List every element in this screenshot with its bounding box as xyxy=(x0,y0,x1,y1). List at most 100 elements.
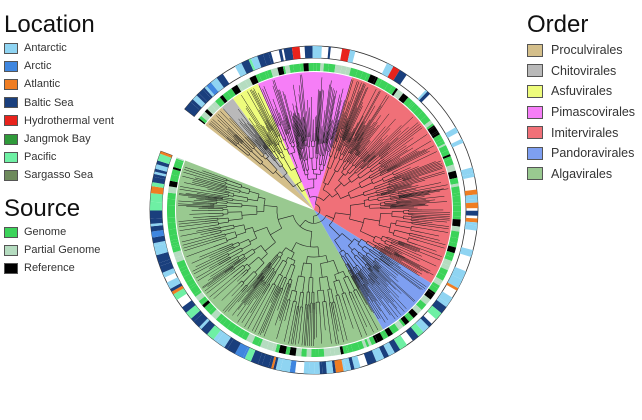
tree-branch xyxy=(235,133,244,142)
tree-branch xyxy=(364,218,380,222)
tree-branch xyxy=(241,286,248,293)
tree-branch xyxy=(207,197,223,200)
tree-branch xyxy=(326,138,329,145)
tree-branch xyxy=(367,252,376,260)
tree-branch xyxy=(286,128,289,134)
location-ring-segment xyxy=(150,222,163,227)
location-swatch xyxy=(4,97,18,109)
location-ring-segment xyxy=(319,361,323,374)
tree-branch xyxy=(335,295,338,302)
source-ring-segment xyxy=(172,166,182,172)
tree-branch xyxy=(216,202,228,204)
tree-leaf xyxy=(241,267,269,302)
location-legend-item: Sargasso Sea xyxy=(4,166,114,184)
tree-branch xyxy=(395,224,412,229)
tree-branch xyxy=(207,202,217,204)
tree-branch xyxy=(349,141,359,154)
location-ring-segment xyxy=(378,345,389,359)
tree-branch xyxy=(379,252,391,260)
tree-branch xyxy=(390,222,396,225)
tree-branch xyxy=(306,136,309,148)
location-ring-segment xyxy=(304,46,313,59)
tree-leaf xyxy=(202,272,226,289)
tree-leaf xyxy=(222,290,241,312)
tree-branch xyxy=(224,190,230,193)
tree-leaf xyxy=(410,245,442,257)
tree-leaf xyxy=(241,282,268,323)
tree-branch xyxy=(237,143,250,154)
tree-leaf xyxy=(259,297,277,336)
source-ring-segment xyxy=(379,331,386,340)
tree-branch xyxy=(228,247,242,255)
tree-branch xyxy=(255,145,265,156)
tree-branch xyxy=(333,149,338,158)
tree-branch xyxy=(366,262,372,268)
tree-branch xyxy=(331,132,337,148)
tree-branch xyxy=(344,153,351,163)
tree-leaf xyxy=(401,150,430,166)
location-legend-label: Hydrothermal vent xyxy=(24,114,114,127)
source-ring-segment xyxy=(437,143,446,149)
order-swatch xyxy=(527,43,543,57)
tree-branch xyxy=(378,253,391,261)
tree-branch xyxy=(354,137,364,150)
tree-leaf xyxy=(270,115,275,123)
tree-branch xyxy=(361,269,370,280)
tree-branch xyxy=(292,290,297,292)
tree-branch xyxy=(339,252,343,257)
location-ring-segment xyxy=(182,300,196,313)
tree-leaf xyxy=(404,258,421,267)
tree-branch xyxy=(274,151,279,158)
tree-leaf xyxy=(246,122,265,145)
source-ring-segment xyxy=(446,245,457,254)
tree-branch xyxy=(388,231,394,234)
tree-branch xyxy=(333,281,338,296)
tree-branch xyxy=(298,292,301,307)
tree-leaf xyxy=(347,84,366,130)
tree-branch xyxy=(290,301,294,313)
tree-branch xyxy=(264,241,276,252)
tree-branch xyxy=(380,165,382,167)
location-ring-segment xyxy=(192,95,206,108)
tree-branch xyxy=(387,165,402,173)
tree-branch xyxy=(362,267,369,276)
location-ring-segment xyxy=(150,218,163,224)
tree-branch xyxy=(243,271,255,283)
location-swatch xyxy=(4,133,18,145)
tree-branch xyxy=(364,265,369,269)
tree-leaf xyxy=(184,182,225,192)
source-ring-segment xyxy=(398,93,409,104)
location-ring-segment xyxy=(156,160,170,168)
tree-leaf xyxy=(296,115,303,145)
tree-branch xyxy=(261,262,270,273)
tree-leaf xyxy=(364,283,377,302)
tree-branch xyxy=(361,161,369,169)
source-ring-segment xyxy=(396,320,404,329)
source-ring-segment xyxy=(215,97,225,108)
tree-branch xyxy=(260,145,267,154)
tree-branch xyxy=(378,166,384,170)
tree-branch xyxy=(342,128,348,141)
tree-branch xyxy=(262,281,266,286)
tree-branch xyxy=(296,183,303,192)
tree-leaf xyxy=(350,122,359,138)
tree-leaf xyxy=(181,234,211,243)
tree-branch xyxy=(341,233,353,243)
tree-leaf xyxy=(192,180,217,187)
tree-leaf xyxy=(411,164,443,176)
source-ring-segment xyxy=(282,65,287,75)
tree-branch xyxy=(322,183,327,190)
tree-leaf xyxy=(327,90,337,139)
tree-leaf xyxy=(347,81,360,115)
tree-branch xyxy=(268,147,273,154)
tree-branch xyxy=(259,136,269,149)
tree-branch xyxy=(350,193,364,199)
source-ring-segment xyxy=(400,315,410,326)
tree-leaf xyxy=(191,251,220,264)
tree-branch xyxy=(411,215,427,218)
location-swatch xyxy=(4,78,18,90)
tree-leaf xyxy=(278,89,286,115)
tree-branch xyxy=(255,139,262,147)
source-ring-segment xyxy=(391,88,399,96)
location-ring-segment xyxy=(216,332,231,348)
